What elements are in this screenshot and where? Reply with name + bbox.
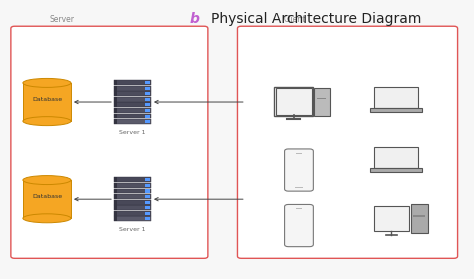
Bar: [146, 184, 150, 187]
Text: Database: Database: [32, 97, 62, 102]
Bar: [114, 119, 151, 124]
Bar: [114, 205, 151, 210]
Bar: [295, 242, 303, 243]
Bar: [146, 206, 150, 209]
Bar: [370, 168, 422, 172]
Text: Client: Client: [283, 15, 306, 24]
Text: Physical Architecture Diagram: Physical Architecture Diagram: [211, 12, 421, 26]
Bar: [274, 87, 313, 116]
Bar: [114, 108, 151, 113]
FancyBboxPatch shape: [237, 26, 457, 258]
Bar: [114, 189, 151, 193]
Bar: [114, 86, 117, 91]
Bar: [114, 211, 117, 216]
Bar: [114, 189, 117, 193]
Bar: [317, 98, 327, 99]
Bar: [374, 147, 419, 168]
Bar: [114, 97, 151, 102]
Bar: [296, 208, 302, 209]
Bar: [146, 201, 150, 204]
Bar: [114, 80, 151, 85]
Bar: [114, 80, 117, 85]
Text: Database: Database: [32, 194, 62, 199]
Text: Server 1: Server 1: [119, 227, 146, 232]
FancyBboxPatch shape: [284, 149, 313, 191]
Bar: [374, 206, 409, 231]
Bar: [114, 119, 117, 124]
Bar: [114, 177, 117, 182]
Bar: [114, 211, 151, 216]
Bar: [374, 87, 419, 109]
Ellipse shape: [23, 117, 71, 126]
Text: b: b: [190, 12, 200, 26]
Bar: [146, 81, 150, 84]
Ellipse shape: [23, 78, 71, 87]
Bar: [114, 183, 151, 188]
Bar: [296, 153, 302, 154]
Bar: [146, 212, 150, 215]
Bar: [146, 195, 150, 198]
Bar: [146, 87, 150, 90]
Bar: [146, 120, 150, 123]
Ellipse shape: [23, 175, 71, 184]
Bar: [114, 91, 151, 96]
Bar: [114, 194, 151, 199]
Bar: [114, 194, 117, 199]
Bar: [413, 215, 425, 217]
Bar: [146, 109, 150, 112]
Bar: [295, 187, 303, 188]
Bar: [146, 178, 150, 181]
Bar: [146, 114, 150, 117]
Bar: [114, 177, 151, 182]
Ellipse shape: [23, 214, 71, 223]
Bar: [114, 97, 117, 102]
Bar: [146, 92, 150, 95]
FancyBboxPatch shape: [11, 26, 208, 258]
Bar: [114, 102, 117, 107]
Bar: [314, 88, 329, 116]
Bar: [23, 83, 71, 121]
Bar: [146, 104, 150, 107]
Bar: [411, 204, 428, 232]
Bar: [146, 189, 150, 193]
Bar: [370, 109, 422, 112]
Bar: [146, 98, 150, 101]
Bar: [114, 114, 117, 119]
Text: Server 1: Server 1: [119, 130, 146, 135]
Bar: [114, 183, 117, 188]
Bar: [146, 217, 150, 220]
Bar: [114, 86, 151, 91]
Bar: [114, 91, 117, 96]
Bar: [114, 102, 151, 107]
Text: Server: Server: [49, 15, 74, 24]
Bar: [114, 200, 151, 205]
Bar: [114, 200, 117, 205]
Bar: [23, 180, 71, 218]
FancyBboxPatch shape: [284, 205, 313, 247]
Bar: [114, 205, 117, 210]
Bar: [114, 114, 151, 119]
Bar: [276, 88, 312, 115]
Bar: [114, 216, 117, 221]
Bar: [114, 216, 151, 221]
Bar: [114, 108, 117, 113]
